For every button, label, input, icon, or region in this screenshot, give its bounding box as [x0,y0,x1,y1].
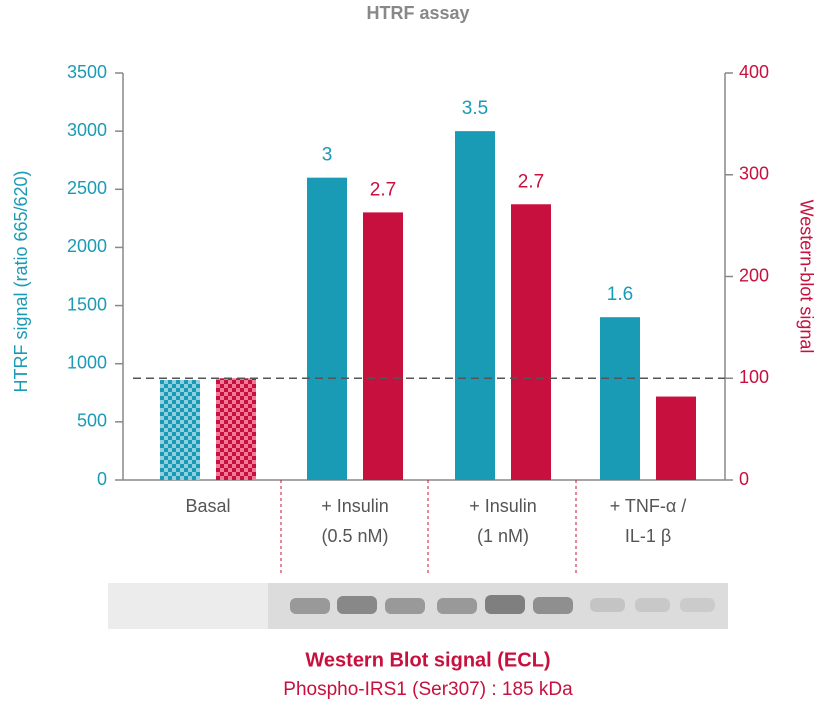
footer-title: Western Blot signal (ECL) [305,649,550,671]
bar [600,317,640,480]
bar [656,396,696,480]
y2-axis-label: Western-blot signal [796,200,816,354]
fold-label: 2.7 [370,179,396,200]
bar [216,378,256,480]
x-tick-label: + Insulin [469,496,537,516]
y2-tick-label: 0 [739,469,749,489]
bar [511,204,551,480]
x-tick-label: Basal [185,496,230,516]
y-tick-label: 0 [97,469,107,489]
fold-label: 2.7 [518,171,544,192]
bar [455,131,495,480]
y2-tick-label: 300 [739,164,769,184]
y-tick-label: 1500 [67,294,107,314]
fold-label: 3 [322,145,333,166]
x-tick-label: IL-1 β [625,526,671,546]
blot [108,583,728,629]
bar [363,212,403,480]
y2-tick-label: 200 [739,265,769,285]
footer-subtitle: Phospho-IRS1 (Ser307) : 185 kDa [283,679,573,700]
bar [160,379,200,480]
fold-label: 3.5 [462,98,488,119]
y-tick-label: 500 [77,411,107,431]
x-tick-label: (1 nM) [477,526,529,546]
bar [307,177,347,480]
y-tick-label: 1000 [67,352,107,372]
y-tick-label: 2000 [67,236,107,256]
y-tick-label: 3000 [67,120,107,140]
fold-label: 1.6 [607,284,633,305]
y-tick-label: 2500 [67,178,107,198]
y-tick-label: 3500 [67,62,107,82]
y2-tick-label: 100 [739,367,769,387]
x-tick-label: + TNF-α / [610,496,687,516]
y2-tick-label: 400 [739,62,769,82]
x-tick-label: (0.5 nM) [321,526,388,546]
x-tick-label: + Insulin [321,496,389,516]
chart-title: HTRF assay [366,3,469,23]
y-axis-label: HTRF signal (ratio 665/620) [11,170,31,392]
